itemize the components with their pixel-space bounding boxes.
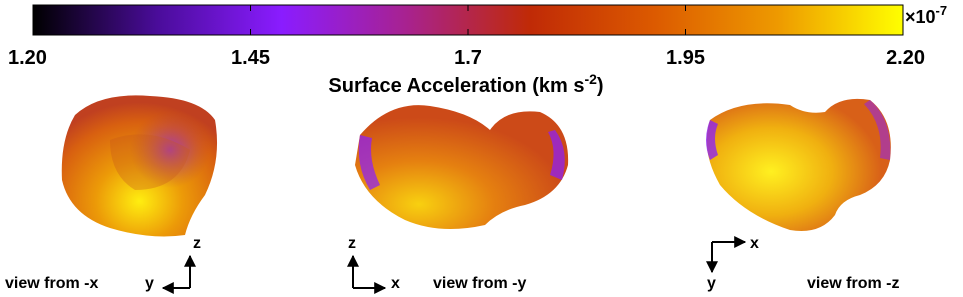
x-tick-label: 1.7 bbox=[454, 47, 482, 69]
x-tick-label: 1.95 bbox=[666, 47, 705, 69]
multiplier: ×10-7 bbox=[905, 3, 947, 27]
x-tick-label: 1.45 bbox=[231, 47, 270, 69]
shape-x bbox=[61, 95, 218, 237]
view-label: view from -y bbox=[433, 275, 526, 292]
axis-letter: x bbox=[750, 235, 759, 252]
x-tick-label: 1.20 bbox=[8, 47, 47, 69]
view-label: view from -x bbox=[5, 275, 98, 292]
axis-letter: x bbox=[391, 275, 400, 292]
axis-label: Surface Acceleration (km s-2) bbox=[328, 71, 603, 97]
axis-letter: y bbox=[707, 275, 716, 292]
axis-letter: y bbox=[145, 275, 154, 292]
view-label: view from -z bbox=[807, 275, 899, 292]
shape-y bbox=[355, 105, 569, 229]
axis-letter: z bbox=[193, 235, 201, 252]
x-tick-label: 2.20 bbox=[886, 47, 925, 69]
shape-z bbox=[706, 98, 891, 231]
axis-letter: z bbox=[348, 235, 356, 252]
